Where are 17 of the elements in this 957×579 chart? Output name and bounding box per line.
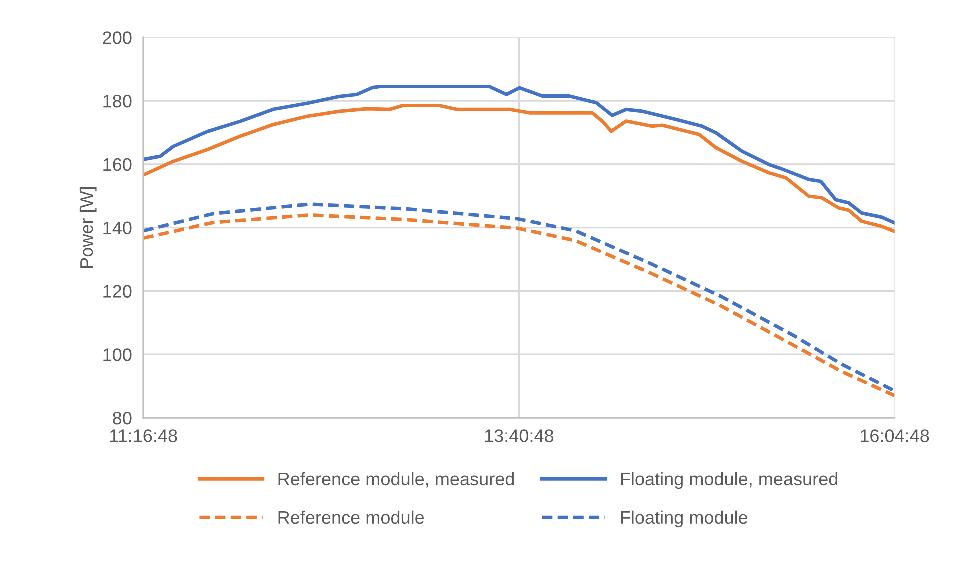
y-axis-title: Power [W] [80,187,97,268]
x-tick-label: 16:04:48 [861,430,930,442]
legend-label: Floating module, measured [621,472,838,490]
line-series [144,85,895,225]
line-series [144,104,895,234]
y-tick-label: 200 [103,32,132,44]
y-tick-label: 120 [104,285,132,298]
x-tick-label: 11:16:48 [110,430,178,442]
legend-label: Reference module, measured [278,472,514,488]
legend-label: Floating module [621,510,748,528]
y-tick-label: 80 [113,412,132,425]
y-tick-label: 160 [104,158,132,172]
y-tick-label: 140 [104,222,132,235]
y-tick-label: 180 [104,94,132,108]
y-tick-label: 100 [104,348,132,362]
x-tick-label: 13:40:48 [485,430,554,442]
legend-label: Reference module [278,510,424,524]
